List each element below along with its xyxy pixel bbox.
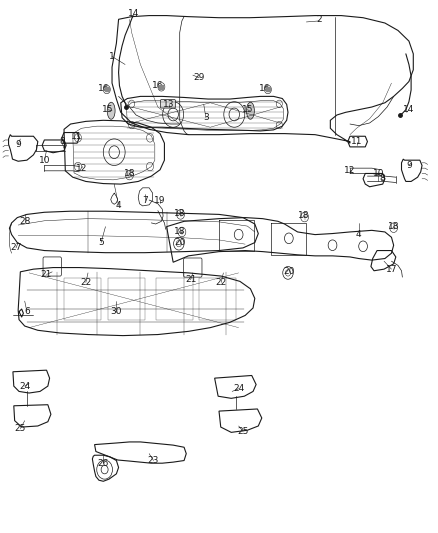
Text: 4: 4 <box>116 201 121 210</box>
Ellipse shape <box>247 102 254 119</box>
Text: 22: 22 <box>80 278 92 287</box>
Text: 24: 24 <box>19 382 30 391</box>
Text: 16: 16 <box>259 84 271 93</box>
Text: 2: 2 <box>317 15 322 24</box>
Text: 14: 14 <box>128 10 140 19</box>
Text: 3: 3 <box>203 113 209 122</box>
Text: 25: 25 <box>237 427 249 436</box>
Text: 23: 23 <box>148 456 159 465</box>
Text: 28: 28 <box>19 217 30 226</box>
Text: 10: 10 <box>373 169 384 178</box>
Text: 20: 20 <box>174 238 185 247</box>
Text: 9: 9 <box>406 161 412 170</box>
Text: 7: 7 <box>142 196 148 205</box>
FancyBboxPatch shape <box>160 100 175 108</box>
Text: 16: 16 <box>98 84 109 93</box>
Text: 21: 21 <box>185 275 196 284</box>
Text: 15: 15 <box>102 105 113 114</box>
Text: 12: 12 <box>344 166 356 175</box>
Text: 20: 20 <box>283 268 294 276</box>
Text: 17: 17 <box>386 265 397 273</box>
Text: 4: 4 <box>356 230 361 239</box>
Text: 18: 18 <box>298 212 310 221</box>
Text: 12: 12 <box>76 164 87 173</box>
Text: 16: 16 <box>152 81 164 90</box>
Text: 18: 18 <box>388 222 399 231</box>
Text: 27: 27 <box>10 244 21 253</box>
Text: 11: 11 <box>71 132 83 141</box>
Text: 18: 18 <box>174 209 185 218</box>
Text: 13: 13 <box>163 100 174 109</box>
Text: 24: 24 <box>233 384 244 393</box>
Text: 30: 30 <box>111 307 122 316</box>
Text: 9: 9 <box>15 140 21 149</box>
Text: 18: 18 <box>174 228 185 237</box>
Text: 8: 8 <box>380 174 385 183</box>
Text: 6: 6 <box>24 307 30 316</box>
Text: 10: 10 <box>39 156 50 165</box>
Text: 29: 29 <box>194 73 205 82</box>
Text: 14: 14 <box>403 105 415 114</box>
Text: 19: 19 <box>154 196 166 205</box>
Text: 21: 21 <box>41 270 52 279</box>
Text: 22: 22 <box>215 278 227 287</box>
Text: 15: 15 <box>242 105 253 114</box>
Text: 11: 11 <box>351 137 362 146</box>
Text: 25: 25 <box>14 424 26 433</box>
Text: 18: 18 <box>124 169 135 178</box>
Ellipse shape <box>107 102 115 119</box>
Text: 1: 1 <box>109 52 115 61</box>
Text: 5: 5 <box>98 238 104 247</box>
Text: 8: 8 <box>59 137 65 146</box>
Text: 26: 26 <box>98 459 109 467</box>
